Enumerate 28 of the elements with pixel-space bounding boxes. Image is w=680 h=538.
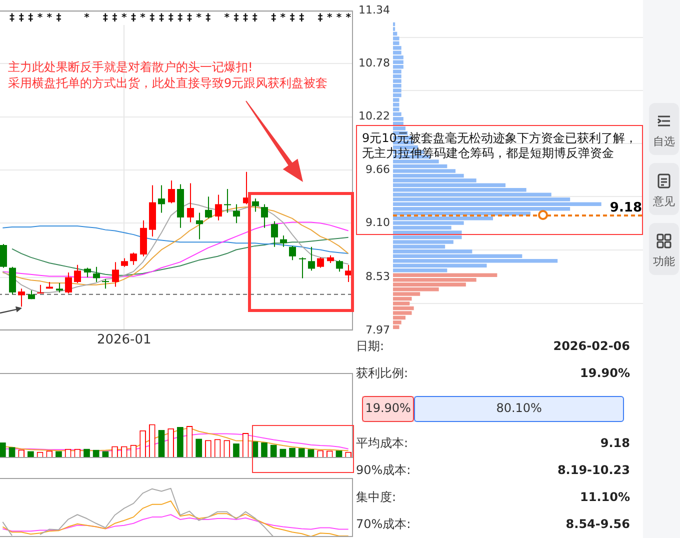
- text: 8.54-9.56: [566, 516, 630, 532]
- text: 8.19-10.23: [557, 462, 630, 478]
- ref-line-label: 9.18: [610, 200, 642, 216]
- data-label: 80.10%: [496, 401, 542, 416]
- text: 获利比例:: [356, 365, 408, 381]
- y-tick-label: 9.66: [366, 162, 390, 176]
- annotation: 主力此处果断反手就是对着散户的头一记爆扣!: [8, 60, 253, 74]
- data-label: 19.90%: [365, 401, 411, 416]
- text: 2026-02-06: [553, 338, 630, 354]
- y-tick-label: 10.78: [358, 56, 390, 70]
- annotation: 9元10元被套盘毫无松动迹象下方资金已获利了解，: [362, 130, 637, 146]
- text: 19.90%: [580, 365, 630, 381]
- text: 集中度:: [356, 489, 396, 505]
- x-tick-label: 2026-01: [96, 332, 152, 348]
- text: 11.10%: [580, 489, 630, 505]
- text: 平均成本:: [356, 435, 408, 451]
- text: 9.18: [600, 435, 630, 451]
- annotation: 采用横盘托单的方式出货，此处直接导致9元跟风获利盘被套: [8, 76, 328, 90]
- annotation: 无主力拉伸筹码建仓筹码，都是短期博反弹资金: [362, 145, 614, 161]
- text: 日期:: [356, 338, 384, 354]
- text: 70%成本:: [356, 516, 411, 532]
- y-tick-label: 10.22: [358, 110, 390, 123]
- y-tick-label: 9.10: [366, 216, 390, 230]
- annotation: ‡‡‡**‡ * ‡‡*‡*‡‡‡‡‡*‡ *‡‡‡ ‡*‡‡ ‡***: [0, 12, 355, 24]
- y-tick-label: 7.97: [366, 323, 390, 336]
- y-tick-label: 11.34: [358, 3, 390, 16]
- y-tick-label: 8.53: [366, 270, 390, 284]
- text: 90%成本:: [356, 462, 411, 478]
